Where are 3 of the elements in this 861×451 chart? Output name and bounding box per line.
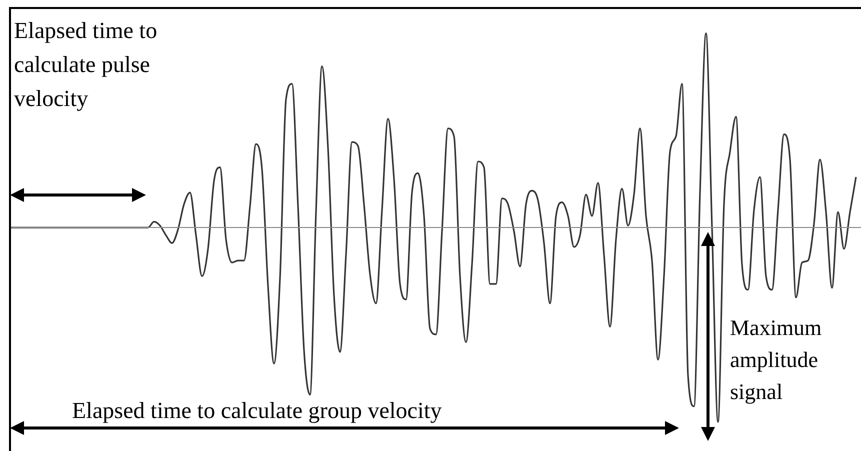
annotation: Elapsed time to calculate pulse velocity xyxy=(14,17,158,113)
annotation: Elapsed time to calculate group velocity xyxy=(72,397,442,425)
annotation: Maximum amplitude signal xyxy=(730,314,823,406)
